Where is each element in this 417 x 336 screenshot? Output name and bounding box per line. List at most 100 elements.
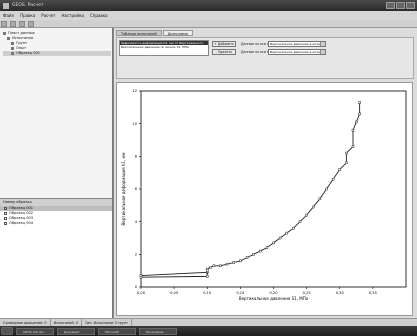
- sample-list-panel: Номер образца Образец 001 Образец 002 Об…: [0, 198, 112, 318]
- data-point: [351, 128, 355, 132]
- data-point: [206, 275, 209, 278]
- tree-item[interactable]: Опыт: [3, 46, 111, 51]
- start-button[interactable]: [1, 327, 13, 335]
- y-tick-label: 10: [132, 122, 137, 126]
- y-tick-label: 12: [132, 89, 137, 93]
- menu-calc[interactable]: Расчет: [41, 13, 56, 18]
- toolbar-print-button[interactable]: [28, 21, 35, 27]
- close-button[interactable]: [406, 2, 415, 9]
- taskbar-item[interactable]: GEOS. Расчет: [16, 327, 54, 335]
- tab-table[interactable]: Таблица испытаний: [116, 30, 162, 36]
- list-item[interactable]: Образец 003: [0, 216, 112, 221]
- data-point: [312, 205, 315, 209]
- status-segment: Суммарное вращение: 0: [0, 318, 51, 327]
- data-tree: Пласт данных Испытания Грунт Опыт Образе…: [3, 31, 111, 91]
- data-point: [345, 151, 348, 155]
- data-point: [272, 241, 275, 245]
- series-controls: Зависимость деформации h1, мм от Вертика…: [116, 37, 414, 79]
- data-point: [139, 275, 143, 279]
- menu-settings[interactable]: Настройка: [61, 13, 84, 18]
- x-axis-data-select[interactable]: Вертикальное давление в штам: [268, 41, 326, 47]
- menu-file[interactable]: Файл: [3, 13, 15, 18]
- toolbar-open-button[interactable]: [10, 21, 17, 27]
- status-bar: Суммарное вращение: 0 Испытаний: 4 Тип: …: [0, 318, 417, 327]
- y-tick-label: 2: [135, 253, 137, 257]
- data-point: [259, 249, 262, 253]
- left-panel: Пласт данных Испытания Грунт Опыт Образе…: [0, 28, 113, 318]
- minimize-button[interactable]: [386, 2, 395, 9]
- x-tick-label: 0,20: [269, 291, 278, 295]
- list-item[interactable]: Образец 004: [0, 221, 112, 226]
- data-point: [265, 246, 269, 250]
- x-axis-label: Вертикальное давление S1, МПа: [239, 296, 309, 301]
- chart-frame: 0,00 0,05 0,10 0,15 0,20 0,25 0,30 0,35 0 2 4 6 8 10 1…: [116, 82, 413, 316]
- x-tick-label: 0,15: [236, 291, 244, 295]
- menu-edit[interactable]: Правка: [20, 13, 36, 18]
- series-listbox[interactable]: Зависимость деформации h1, мм от Вертика…: [119, 40, 209, 56]
- taskbar-item[interactable]: Microsoft: [98, 327, 136, 335]
- add-series-button[interactable]: + Добавить: [212, 41, 236, 47]
- data-point: [219, 264, 222, 268]
- window-title: GEOS. Расчет: [12, 3, 44, 8]
- checkbox-icon: [4, 206, 7, 210]
- tree-child[interactable]: Испытания: [3, 36, 111, 41]
- y-axis-data-label: Данные по оси Y: [241, 50, 269, 54]
- menu-help[interactable]: Справка: [89, 13, 108, 18]
- node-icon: [11, 41, 14, 45]
- y-axis-label: Вертикальная деформация h1, мм: [121, 153, 126, 226]
- data-point: [232, 261, 235, 264]
- data-point: [239, 259, 242, 263]
- list-item[interactable]: Образец 002: [0, 211, 112, 216]
- chevron-down-icon[interactable]: [320, 42, 325, 46]
- checkbox-icon: [4, 211, 7, 215]
- data-point: [206, 269, 209, 272]
- delete-series-button[interactable]: - Удалить: [212, 49, 236, 55]
- data-point: [358, 101, 361, 104]
- taskbar-item[interactable]: Проводник: [139, 327, 177, 335]
- y-tick-label: 8: [135, 155, 138, 159]
- node-icon: [11, 51, 14, 55]
- tab-diagram[interactable]: Диаграмма: [162, 30, 193, 36]
- title-bar: GEOS. Расчет: [0, 0, 417, 11]
- data-point: [325, 187, 328, 191]
- folder-icon: [3, 31, 6, 35]
- checkbox-icon: [4, 216, 7, 220]
- status-segment: Тип: Испытание 3 грунт: [82, 318, 132, 327]
- menu-bar: Файл Правка Расчет Настройка Справка: [0, 11, 417, 20]
- data-point: [298, 220, 302, 223]
- node-icon: [11, 46, 14, 50]
- tree-item-selected[interactable]: Образец 001: [3, 51, 111, 56]
- data-point: [212, 264, 216, 268]
- series-item[interactable]: Вертикальное давление по шкале 1S, МПа: [121, 45, 189, 49]
- x-tick-label: 0,10: [203, 291, 212, 295]
- data-point: [318, 197, 322, 201]
- sample-list-header: Номер образца: [0, 199, 112, 206]
- data-point: [305, 213, 308, 217]
- y-tick-label: 0: [135, 285, 138, 289]
- toolbar-save-button[interactable]: [19, 21, 26, 27]
- chevron-down-icon[interactable]: [320, 50, 325, 54]
- taskbar-item[interactable]: Документ: [57, 327, 95, 335]
- x-tick-label: 0,35: [369, 291, 377, 295]
- data-point: [225, 262, 229, 266]
- data-point: [338, 168, 341, 171]
- status-segment: Испытаний: 4: [51, 318, 82, 327]
- series-item-selected[interactable]: Зависимость деформации h1, мм от Вертика…: [120, 41, 208, 45]
- x-tick-label: 0,05: [170, 291, 178, 295]
- data-point: [355, 120, 358, 124]
- x-tick-label: 0,30: [336, 291, 345, 295]
- maximize-button[interactable]: [396, 2, 405, 9]
- taskbar: GEOS. Расчет Документ Microsoft Проводни…: [0, 326, 417, 336]
- tree-root[interactable]: Пласт данных: [3, 31, 111, 36]
- list-item[interactable]: Образец 001: [0, 206, 112, 211]
- toolbar-new-button[interactable]: [1, 21, 7, 27]
- plot-area: [140, 90, 407, 288]
- y-tick-label: 4: [135, 220, 138, 224]
- data-point: [292, 226, 295, 230]
- data-point: [351, 145, 355, 148]
- data-point: [285, 231, 288, 235]
- x-tick-label: 0,25: [303, 291, 311, 295]
- y-axis-data-select[interactable]: Вертикальное давление в штам: [268, 49, 326, 55]
- tree-item[interactable]: Грунт: [3, 41, 111, 46]
- tab-strip: Таблица испытаний Диаграмма: [116, 30, 194, 36]
